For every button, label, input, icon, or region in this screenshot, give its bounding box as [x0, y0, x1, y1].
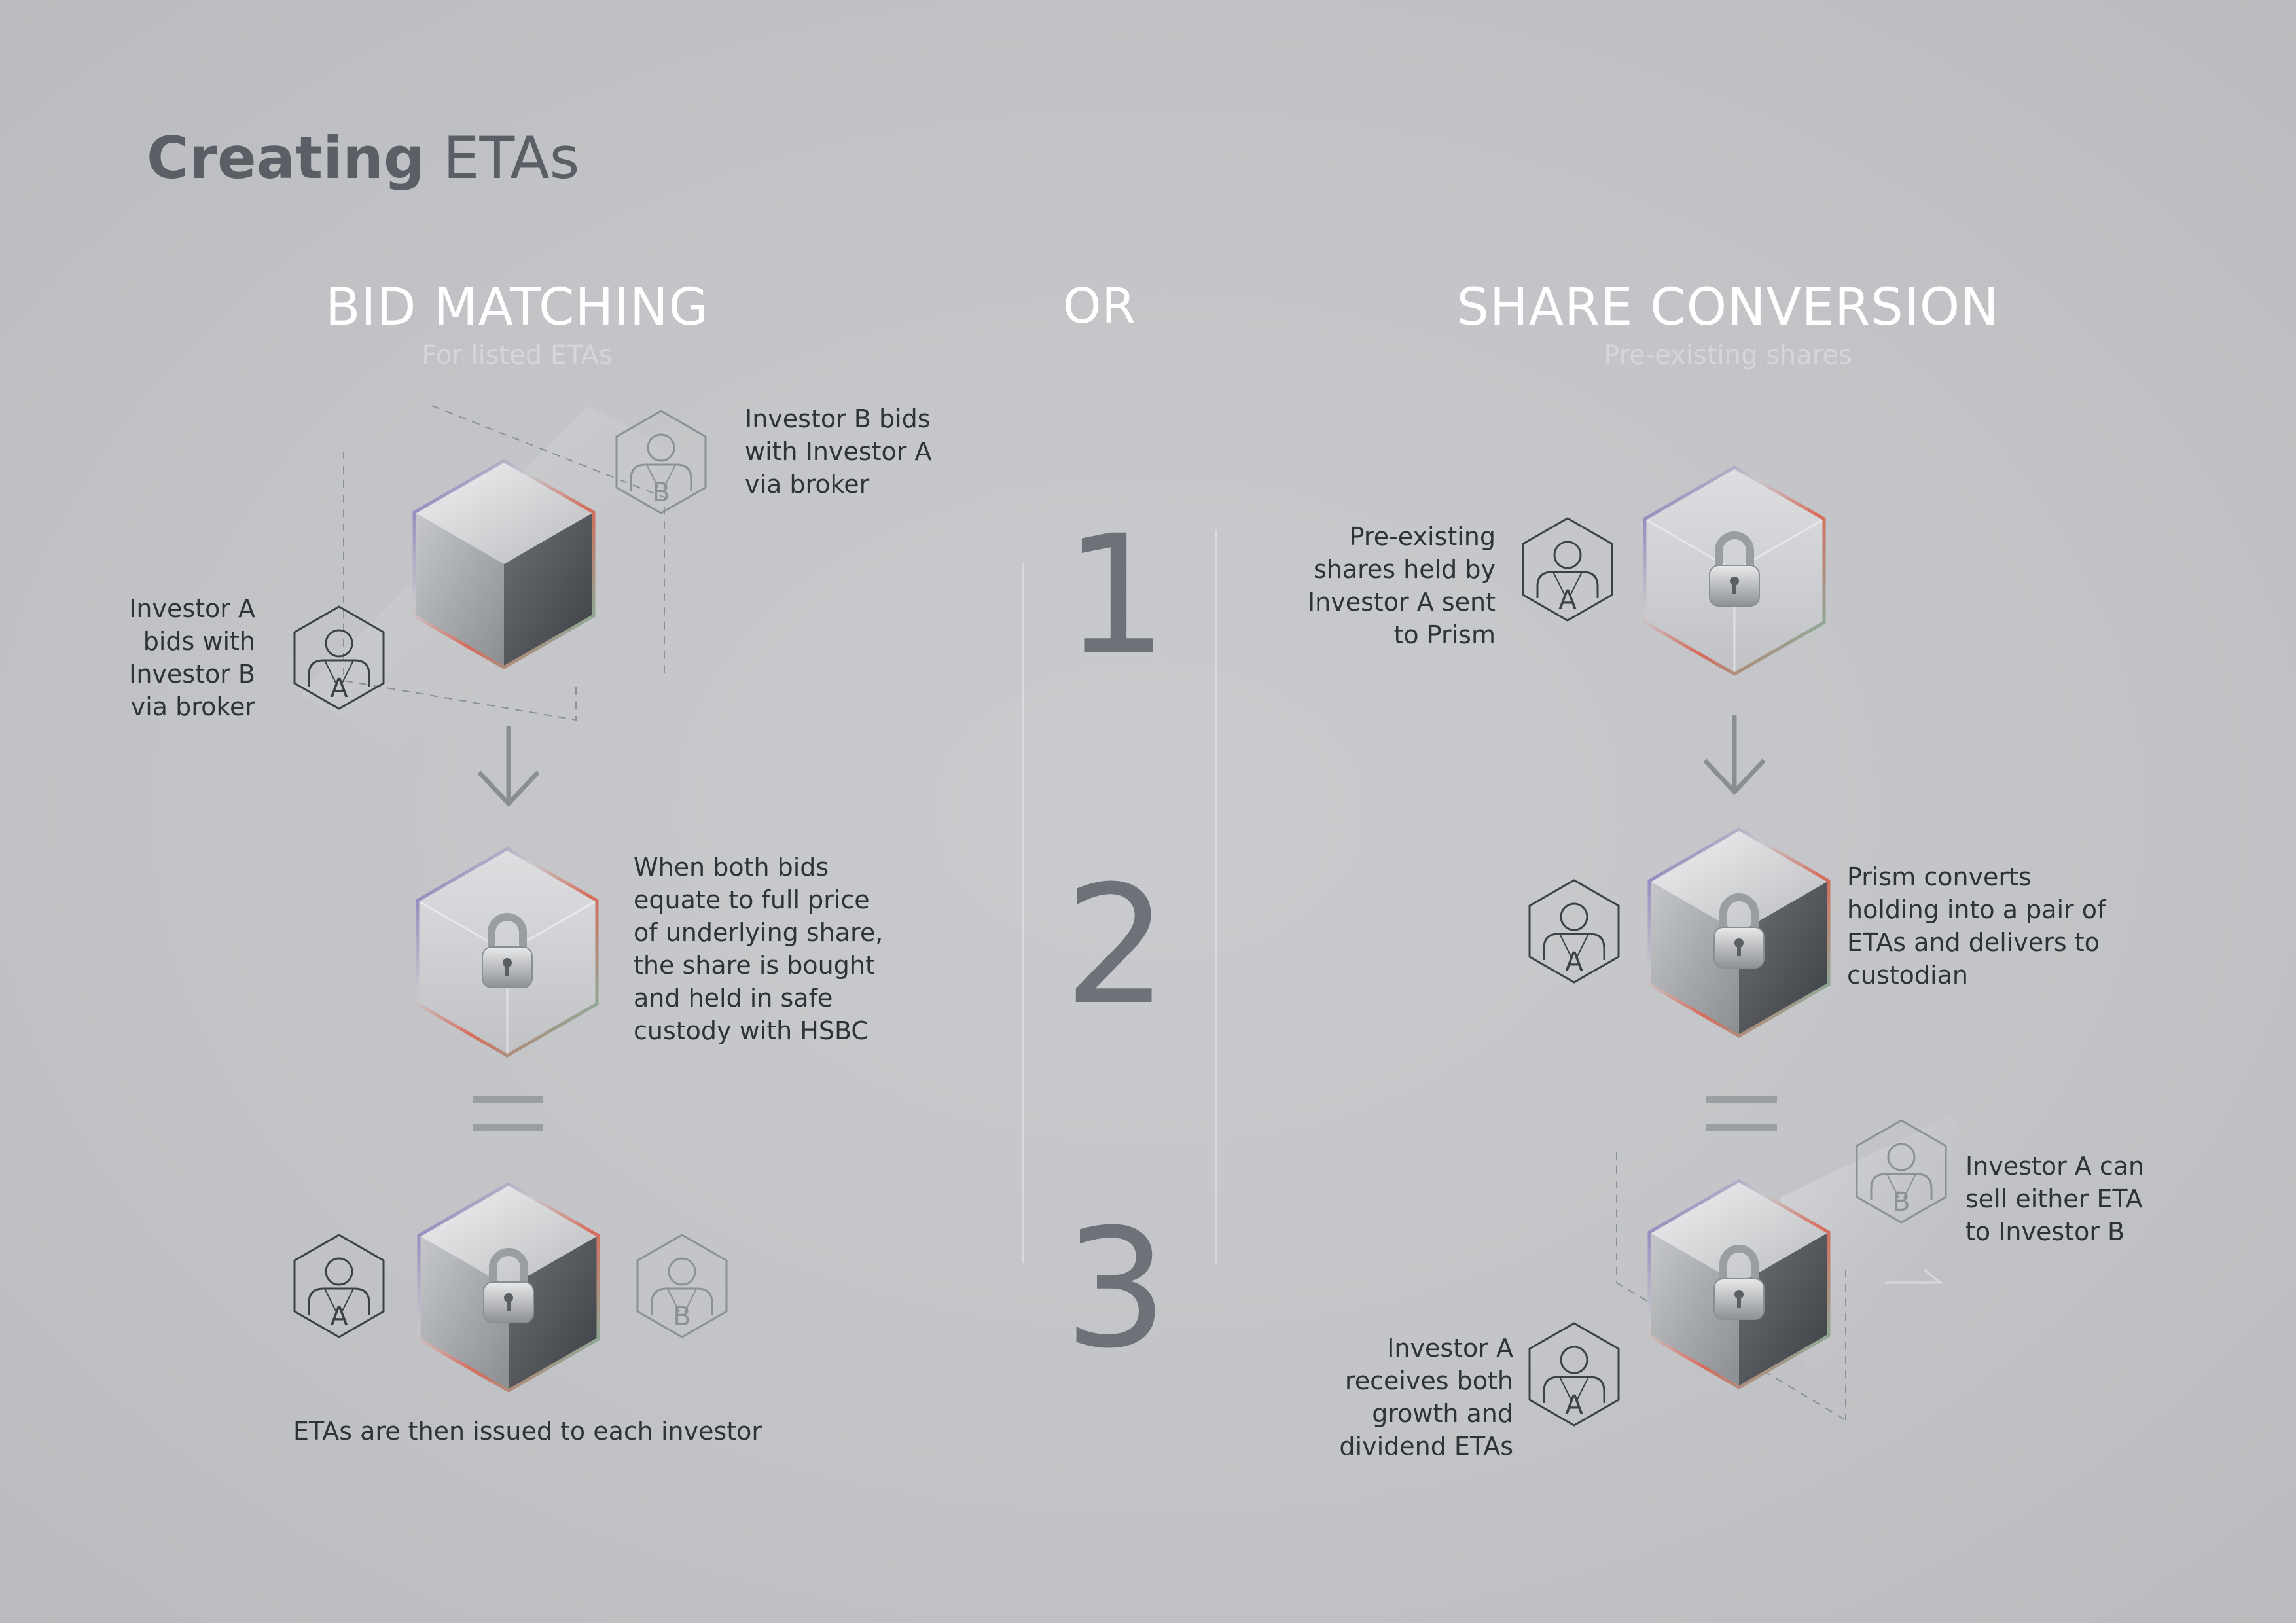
step-number-3: 3 — [1064, 1194, 1168, 1384]
conv-step3-label-b: Investor A can sell either ETA to Invest… — [1965, 1152, 2145, 1246]
avatar-a-icon: A — [1528, 1322, 1620, 1427]
avatar-a-icon: A — [293, 1234, 385, 1338]
bid-step1-label-a: Investor A bids with Investor B via brok… — [129, 594, 255, 721]
page-title-bold: Creating — [147, 124, 425, 192]
bid-step3-label: ETAs are then issued to each investor — [293, 1417, 762, 1446]
share-conversion-title: SHARE CONVERSION — [1456, 278, 2000, 337]
avatar-b-icon: B — [1856, 1119, 1947, 1224]
bid-step2-cube — [418, 849, 597, 1056]
avatar-a-letter: A — [330, 1302, 348, 1332]
bid-step3-cube — [419, 1184, 598, 1391]
divider-right — [1215, 530, 1217, 1263]
avatar-a-icon: A — [1528, 879, 1620, 984]
bid-step2-label: When both bids equate to full price of u… — [634, 853, 884, 1045]
divider-left — [1022, 563, 1024, 1263]
step-number-2: 2 — [1064, 850, 1168, 1041]
avatar-b-letter: B — [673, 1302, 691, 1332]
avatar-a-letter: A — [1558, 585, 1577, 615]
avatar-b-icon: B — [636, 1234, 728, 1338]
page-title: Creating ETAs — [147, 124, 579, 192]
step-number-1: 1 — [1064, 500, 1168, 690]
equals-icon — [1706, 1096, 1777, 1131]
avatar-a-icon: A — [293, 605, 385, 710]
avatar-a-icon: A — [1522, 517, 1613, 622]
page-title-rest: ETAs — [424, 124, 580, 192]
or-connector: OR — [1063, 278, 1136, 334]
avatar-b-letter: B — [1892, 1187, 1910, 1217]
share-conversion-subtitle: Pre-existing shares — [1604, 340, 1852, 370]
bid-matching-subtitle: For listed ETAs — [422, 340, 613, 370]
conv-step2-label: Prism converts holding into a pair of ET… — [1847, 863, 2106, 990]
avatar-b-icon: B — [615, 410, 707, 514]
equals-icon — [473, 1096, 543, 1131]
bid-step1-label-b: Investor B bids with Investor A via brok… — [745, 404, 932, 499]
avatar-a-letter: A — [1565, 947, 1583, 977]
conv-step2-cube — [1649, 829, 1829, 1036]
down-arrow-icon — [1703, 715, 1766, 796]
avatar-a-letter: A — [330, 673, 348, 704]
conv-step3-label-a: Investor A receives both growth and divi… — [1339, 1334, 1513, 1461]
avatar-a-letter: A — [1565, 1390, 1583, 1420]
conv-step1-label: Pre-existing shares held by Investor A s… — [1307, 522, 1496, 649]
avatar-b-letter: B — [652, 478, 670, 508]
down-arrow-icon — [477, 726, 540, 808]
bid-matching-title: BID MATCHING — [325, 278, 709, 337]
conv-step1-cube — [1645, 467, 1824, 674]
